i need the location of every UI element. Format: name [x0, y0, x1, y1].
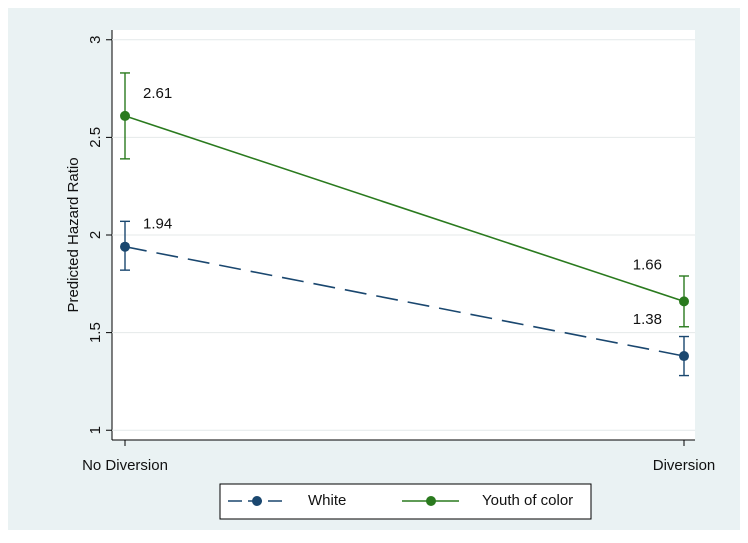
y-tick-label: 1.5 [87, 322, 104, 343]
series-line [124, 115, 685, 303]
y-tick-label: 2.5 [87, 127, 104, 148]
legend-marker [252, 496, 262, 506]
point [120, 110, 130, 121]
data-label: 1.38 [633, 311, 662, 328]
data-label: 1.94 [143, 216, 172, 233]
y-tick-label: 3 [87, 36, 104, 44]
legend-label: Youth of color [482, 492, 573, 509]
legend-marker [426, 496, 436, 506]
y-axis-title: Predicted Hazard Ratio [65, 157, 82, 312]
data-label: 1.66 [633, 256, 662, 273]
y-tick-label: 2 [87, 231, 104, 239]
point [679, 351, 689, 362]
x-tick-label: No Diversion [82, 457, 168, 474]
legend-label: White [308, 492, 346, 509]
y-tick-label: 1 [87, 426, 104, 434]
x-tick-label: Diversion [653, 457, 716, 474]
data-label: 2.61 [143, 85, 172, 102]
point [120, 241, 130, 252]
point [679, 296, 689, 307]
